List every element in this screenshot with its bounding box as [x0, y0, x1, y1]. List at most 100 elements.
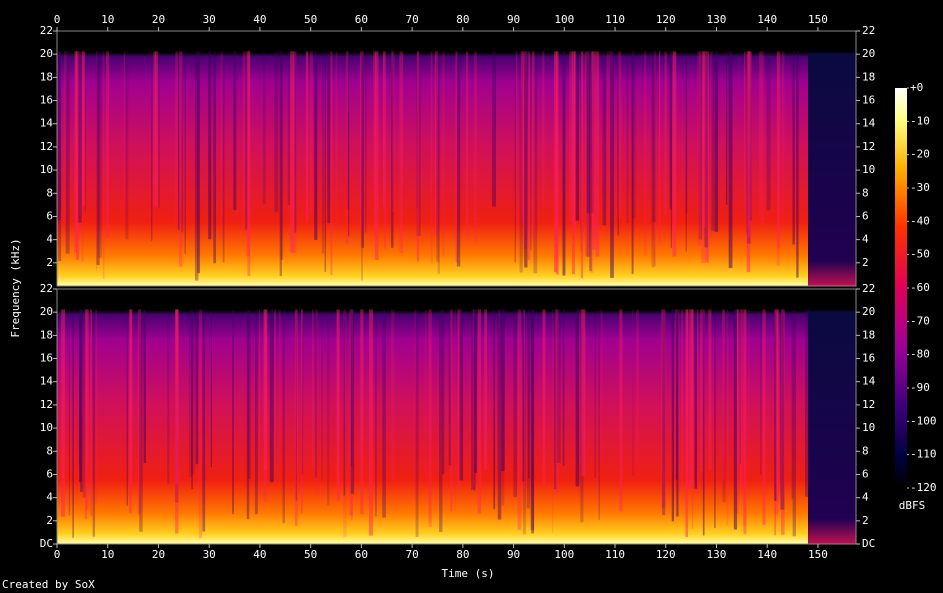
y-tick-label: 10 [862, 163, 875, 176]
texture [374, 309, 377, 517]
texture [743, 309, 747, 535]
texture [644, 51, 647, 257]
x-tick-label: 40 [253, 548, 266, 561]
colorbar-tick-label: -10 [910, 114, 930, 127]
texture [74, 51, 78, 253]
texture [711, 51, 715, 231]
texture [685, 309, 688, 538]
colorbar-label: dBFS [899, 499, 926, 512]
colorbar-tick-label: -60 [910, 281, 930, 294]
texture [792, 309, 797, 537]
y-tick-label: 2 [46, 256, 53, 269]
texture [783, 309, 785, 511]
texture [497, 309, 502, 520]
x-tick-label: 130 [707, 13, 727, 26]
texture [710, 51, 713, 238]
y-tick-label: 18 [40, 328, 53, 341]
texture [694, 309, 698, 489]
y-tick-label: 12 [40, 398, 53, 411]
x-tick-label: 70 [405, 548, 418, 561]
colorbar-tick-label: -90 [910, 381, 930, 394]
x-tick-label: 0 [54, 548, 61, 561]
texture [58, 51, 62, 262]
texture [582, 51, 586, 213]
texture [569, 51, 572, 223]
texture [191, 309, 193, 490]
texture [766, 51, 771, 211]
texture [733, 309, 738, 530]
texture [455, 51, 458, 263]
texture [263, 309, 267, 496]
texture [664, 51, 668, 215]
y-tick-label: 4 [862, 491, 869, 504]
texture [662, 309, 666, 516]
texture [305, 51, 309, 223]
texture [606, 51, 609, 237]
texture [556, 309, 561, 464]
texture [255, 309, 258, 515]
texture [301, 309, 303, 514]
texture [61, 309, 65, 517]
texture [676, 309, 680, 492]
y-tick-label: 22 [862, 282, 875, 295]
colorbar [895, 88, 907, 488]
texture [424, 309, 427, 484]
texture [595, 51, 600, 257]
x-tick-label: 150 [808, 548, 828, 561]
colorbar-tick-label: -30 [910, 181, 930, 194]
texture [60, 51, 62, 212]
texture [326, 309, 330, 506]
texture [739, 309, 741, 464]
x-tick-label: 100 [554, 13, 574, 26]
texture [293, 51, 297, 254]
texture [632, 309, 634, 477]
y-tick-label: 8 [46, 444, 53, 457]
texture [554, 51, 558, 273]
texture [336, 309, 338, 479]
y-tick-label: 8 [862, 444, 869, 457]
y-tick-label: 6 [46, 467, 53, 480]
texture [139, 309, 143, 532]
x-tick-label: 90 [507, 548, 520, 561]
texture [72, 309, 74, 538]
texture [520, 51, 524, 223]
spectrogram [57, 289, 809, 544]
texture [519, 51, 523, 273]
colorbar-tick-label: -80 [910, 348, 930, 361]
texture [776, 51, 780, 266]
texture [739, 309, 743, 488]
x-tick-label: 10 [101, 548, 114, 561]
texture [562, 309, 565, 466]
texture [702, 309, 705, 536]
texture [748, 309, 750, 501]
texture [619, 309, 623, 512]
texture [428, 309, 432, 523]
y-tick-label: 12 [862, 398, 875, 411]
texture [586, 51, 590, 214]
texture [686, 309, 690, 487]
texture [450, 309, 453, 512]
texture [441, 309, 445, 475]
texture [501, 309, 505, 472]
texture [522, 309, 526, 535]
colorbar-tick-label: -70 [910, 314, 930, 327]
texture [350, 309, 353, 467]
texture [780, 309, 785, 510]
texture [125, 51, 129, 240]
y-tick-label: 4 [862, 233, 869, 246]
y-tick-label: 14 [862, 375, 876, 388]
texture [202, 309, 206, 532]
texture [64, 51, 67, 220]
y-tick-label: 20 [40, 305, 53, 318]
texture [414, 309, 417, 500]
texture [86, 309, 89, 510]
texture [692, 309, 694, 530]
texture [685, 51, 688, 214]
texture [278, 309, 281, 485]
y-tick-label: 10 [40, 421, 53, 434]
texture [178, 51, 183, 267]
texture [805, 309, 810, 497]
colorbar-tick-label: -50 [910, 248, 930, 261]
texture [78, 309, 82, 482]
texture [728, 51, 733, 269]
